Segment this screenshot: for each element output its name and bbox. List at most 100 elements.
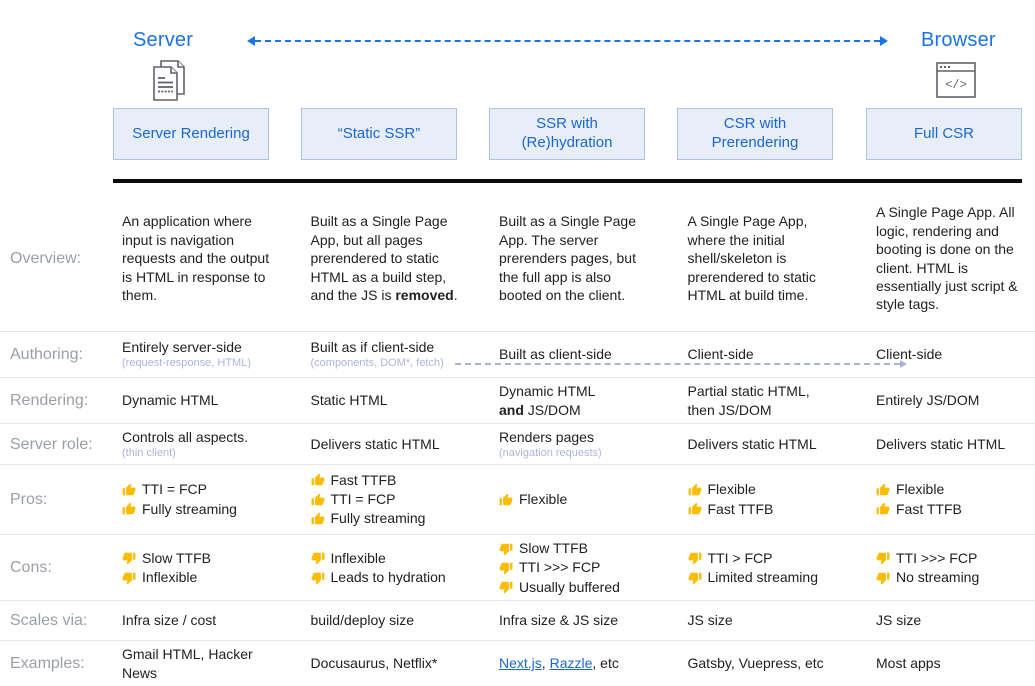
pros-item: Flexible xyxy=(876,480,1028,499)
link-razzle[interactable]: Razzle xyxy=(549,655,593,672)
thumb-up-icon xyxy=(688,502,701,515)
cell-cons-col4: TTI > FCP Limited streaming xyxy=(679,545,868,592)
svg-text:</>: </> xyxy=(945,78,967,92)
cons-item: Inflexible xyxy=(311,549,463,568)
cell-examples-col3: Next.js, Razzle, etc xyxy=(499,655,619,672)
pros-item: Flexible xyxy=(688,480,840,499)
cell-rendering-col1: Dynamic HTML xyxy=(122,392,219,409)
thumb-down-icon xyxy=(122,572,136,585)
cons-item: Limited streaming xyxy=(688,568,840,587)
table-row-scales-via: Scales via: Infra size / cost build/deploy… xyxy=(0,601,1035,641)
cell-scales-via-col1: Infra size / cost xyxy=(122,612,217,629)
cell-pros-col2: Fast TTFB TTI = FCP Fully streaming xyxy=(302,467,491,533)
cell-rendering-col4: Partial static HTML, then JS/DOM xyxy=(687,383,810,418)
thumb-up-icon xyxy=(688,483,701,496)
cell-note: (components, DOM*, fetch) xyxy=(310,357,444,370)
cell-scales-via-col2: build/deploy size xyxy=(310,612,415,629)
cell-cons-col3: Slow TTFB TTI >>> FCP Usually buffered xyxy=(490,535,679,601)
pros-item: TTI = FCP xyxy=(122,480,274,499)
cell-overview-col4: A Single Page App, where the initial she… xyxy=(687,213,816,304)
table-row-overview: Overview: An application where input is n… xyxy=(0,186,1035,332)
cell-server-role-col5: Delivers static HTML xyxy=(876,436,1006,453)
table-row-authoring: Authoring: Entirely server-side (request-r… xyxy=(0,332,1035,378)
cell-cons-col2: Inflexible Leads to hydration xyxy=(302,545,491,592)
cell-authoring-col1: Entirely server-side (request-response, H… xyxy=(113,334,302,375)
cell-authoring-col2: Built as if client-side (components, DOM*… xyxy=(302,334,491,375)
pros-item: Fully streaming xyxy=(122,500,274,519)
cons-item: TTI >>> FCP xyxy=(499,558,651,577)
thumb-up-icon xyxy=(876,483,890,496)
cell-overview-col3: Built as a Single Page App. The server p… xyxy=(499,213,636,304)
cons-item: TTI > FCP xyxy=(688,549,840,568)
browser-window-code-icon: </> xyxy=(936,62,976,98)
cell-overview-col2: Built as a Single Page App, but all page… xyxy=(310,213,458,304)
thumb-up-icon xyxy=(122,483,136,496)
row-label-authoring: Authoring: xyxy=(10,345,83,363)
cell-rendering-col2: Static HTML xyxy=(310,392,388,409)
arrow-right-head-icon xyxy=(900,360,907,368)
column-header-full-csr: Full CSR xyxy=(866,108,1022,160)
thumb-up-icon xyxy=(876,502,890,515)
cell-scales-via-col5: JS size xyxy=(876,612,922,629)
arrow-left-head-icon xyxy=(247,36,255,46)
pros-item: Fast TTFB xyxy=(311,471,463,490)
cell-server-role-col1: Controls all aspects. (thin client) xyxy=(113,424,302,465)
cell-note: (request-response, HTML) xyxy=(122,357,251,370)
thumb-up-icon xyxy=(499,493,513,505)
browser-label: Browser xyxy=(921,29,996,51)
thumb-down-icon xyxy=(122,553,136,565)
thumb-down-icon xyxy=(688,572,701,585)
pros-item: Fast TTFB xyxy=(688,500,840,519)
cell-examples-col4: Gatsby, Vuepress, etc xyxy=(687,655,824,672)
thumb-up-icon xyxy=(311,473,324,486)
cell-authoring-col4: Client-side xyxy=(687,346,754,363)
table-row-pros: Pros: TTI = FCP Fully streaming Fast TTFB TT… xyxy=(0,465,1035,535)
cell-scales-via-col3: Infra size & JS size xyxy=(499,612,619,629)
pros-item: TTI = FCP xyxy=(311,490,463,509)
cell-rendering-col3: Dynamic HTML and JS/DOM xyxy=(499,383,596,418)
row-label-scales-via: Scales via: xyxy=(10,611,88,629)
cell-authoring-col3: Built as client-side xyxy=(499,346,612,363)
server-browser-spectrum-arrow xyxy=(247,34,888,50)
table-row-rendering: Rendering: Dynamic HTML Static HTML Dynamic… xyxy=(0,378,1035,424)
table-row-cons: Cons: Slow TTFB Inflexible Inflexible Leads … xyxy=(0,535,1035,601)
comparison-table: Overview: An application where input is n… xyxy=(0,186,1035,686)
pros-item: Fast TTFB xyxy=(876,500,1028,519)
cell-rendering-col5: Entirely JS/DOM xyxy=(876,392,980,409)
dashed-line xyxy=(455,363,900,365)
thumb-down-icon xyxy=(876,572,890,585)
thumb-down-icon xyxy=(688,553,701,565)
cell-cons-col5: TTI >>> FCP No streaming xyxy=(867,545,1035,592)
server-label: Server xyxy=(133,29,194,51)
row-label-examples: Examples: xyxy=(10,654,85,672)
cell-cons-col1: Slow TTFB Inflexible xyxy=(113,545,302,592)
thumb-up-icon xyxy=(311,512,324,525)
cell-note: (thin client) xyxy=(122,447,176,460)
cell-examples-col2: Docusaurus, Netflix* xyxy=(310,655,438,672)
cons-item: TTI >>> FCP xyxy=(876,549,1028,568)
server-pages-icon xyxy=(153,60,185,101)
cell-server-role-col4: Delivers static HTML xyxy=(687,436,817,453)
thumb-down-icon xyxy=(311,572,324,585)
cell-note: (navigation requests) xyxy=(499,447,602,460)
row-label-cons: Cons: xyxy=(10,558,52,576)
column-header-ssr-rehydration: SSR with (Re)hydration xyxy=(489,108,645,160)
thumb-down-icon xyxy=(311,553,324,565)
link-next-js[interactable]: Next.js xyxy=(499,655,542,672)
dashed-line xyxy=(255,40,880,42)
thumb-up-icon xyxy=(122,502,136,515)
row-label-rendering: Rendering: xyxy=(10,391,89,409)
cell-overview-col1: An application where input is navigation… xyxy=(122,213,270,304)
row-label-pros: Pros: xyxy=(10,490,48,508)
arrow-right-head-icon xyxy=(880,36,888,46)
cell-server-role-col2: Delivers static HTML xyxy=(310,436,440,453)
cell-authoring-col5: Client-side xyxy=(876,346,943,363)
cell-examples-col1: Gmail HTML, Hacker News xyxy=(122,646,253,681)
table-row-server-role: Server role: Controls all aspects. (thin c… xyxy=(0,424,1035,465)
cell-scales-via-col4: JS size xyxy=(687,612,733,629)
thumb-up-icon xyxy=(311,493,324,505)
column-header-server-rendering: Server Rendering xyxy=(113,108,269,160)
cell-pros-col5: Flexible Fast TTFB xyxy=(867,476,1035,523)
cons-item: Slow TTFB xyxy=(122,549,274,568)
